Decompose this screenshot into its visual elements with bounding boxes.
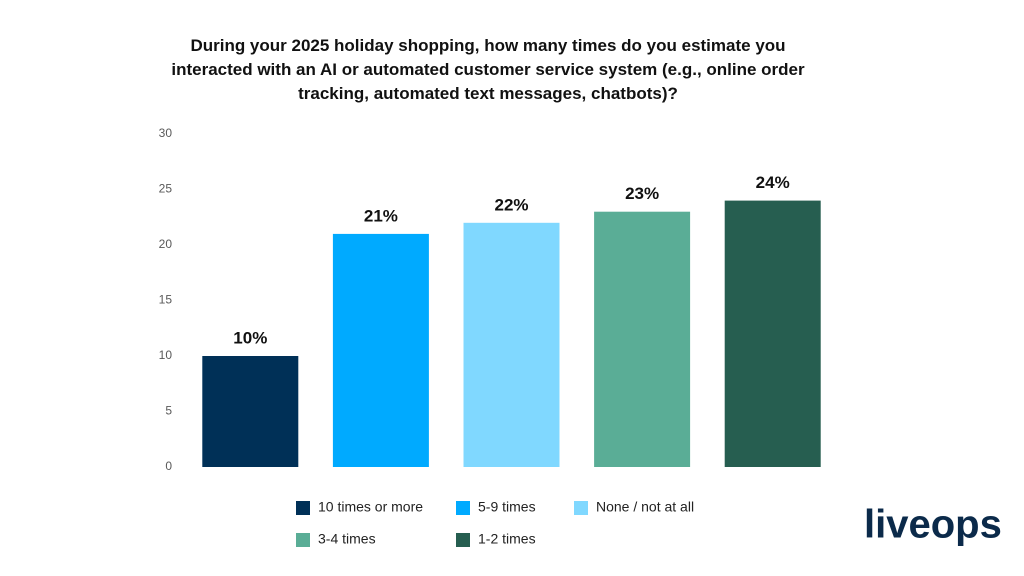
- y-tick-label: 5: [165, 404, 172, 418]
- legend-swatch: [296, 533, 310, 547]
- chart-title: During your 2025 holiday shopping, how m…: [171, 36, 805, 103]
- y-tick-label: 0: [165, 459, 172, 473]
- value-label: 10%: [233, 328, 267, 347]
- y-tick-label: 25: [159, 182, 173, 196]
- bar: [724, 200, 821, 467]
- value-label: 21%: [364, 206, 398, 225]
- legend-swatch: [574, 501, 588, 515]
- value-label: 23%: [625, 184, 659, 203]
- y-tick-label: 15: [159, 293, 173, 307]
- y-tick-label: 30: [159, 126, 173, 140]
- bar: [463, 222, 560, 467]
- legend-swatch: [456, 533, 470, 547]
- legend-swatch: [456, 501, 470, 515]
- logo: liveops: [864, 503, 1002, 547]
- bar: [594, 211, 691, 467]
- legend-label: 1-2 times: [478, 531, 536, 547]
- value-label: 24%: [756, 173, 790, 192]
- legend-label: None / not at all: [596, 499, 694, 515]
- value-label: 22%: [494, 195, 528, 214]
- legend-label: 3-4 times: [318, 531, 376, 547]
- legend-swatch: [296, 501, 310, 515]
- legend-label: 10 times or more: [318, 499, 423, 515]
- legend-label: 5-9 times: [478, 499, 536, 515]
- y-tick-label: 10: [159, 348, 173, 362]
- y-tick-label: 20: [159, 237, 173, 251]
- bar: [202, 356, 299, 467]
- bar: [332, 233, 429, 467]
